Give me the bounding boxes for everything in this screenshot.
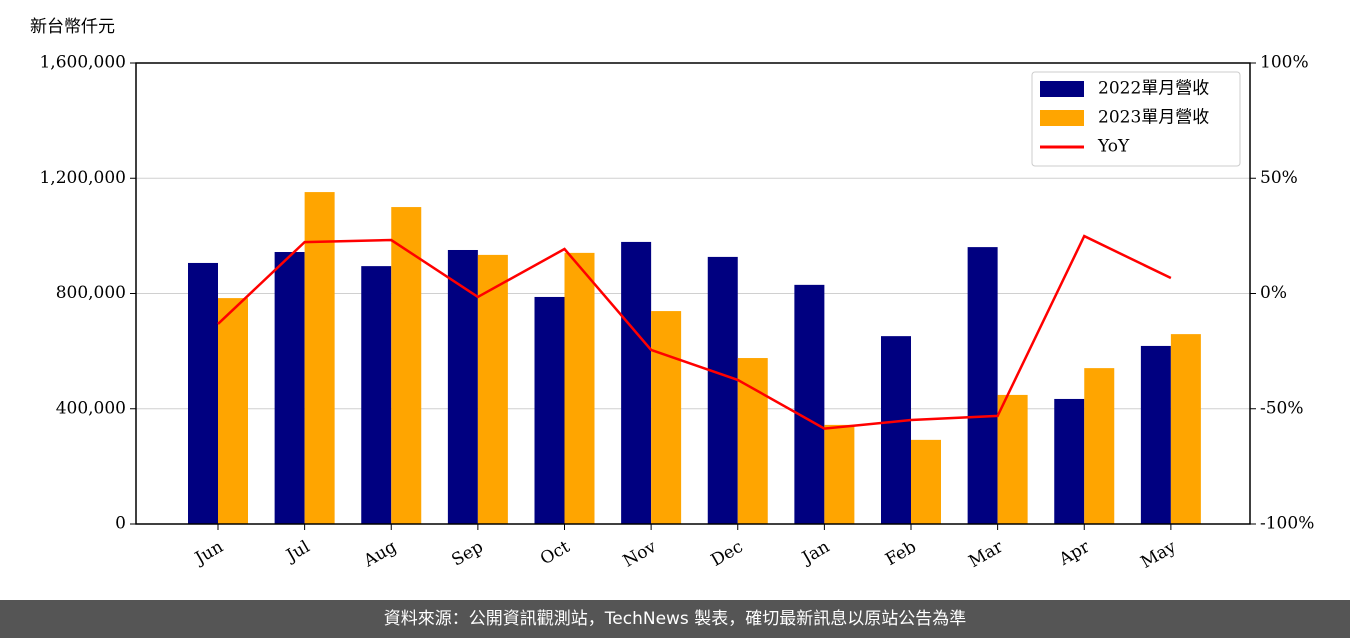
y2-tick-label: -50%: [1260, 398, 1304, 418]
yoy-line: [217, 234, 1172, 430]
footer: 資料來源：公開資訊觀測站，TechNews 製表，確切最新訊息以原站公告為準: [0, 600, 1350, 638]
legend-label: 2023單月營收: [1098, 108, 1209, 128]
y-tick-label: 1,600,000: [39, 53, 126, 73]
x-tick-label: Oct: [537, 537, 573, 570]
legend-swatch: [1040, 110, 1084, 126]
bar: [188, 262, 218, 524]
bar: [391, 207, 422, 524]
y-tick-label: 400,000: [56, 398, 126, 418]
x-tick-label: Apr: [1055, 536, 1094, 570]
bar: [911, 439, 942, 524]
x-tick-label: Jul: [282, 537, 314, 567]
bar: [477, 254, 508, 525]
x-tick-label: Feb: [882, 537, 920, 570]
x-tick-label: Jan: [797, 537, 833, 569]
y-tick-label: 800,000: [56, 283, 126, 303]
bar: [737, 358, 768, 524]
x-tick-label: Dec: [708, 537, 747, 571]
x-tick-label: Sep: [448, 537, 486, 571]
y-tick-label: 0: [115, 514, 126, 534]
y2-tick-label: 50%: [1260, 168, 1298, 188]
bar: [967, 247, 998, 524]
legend-swatch: [1040, 81, 1084, 97]
bar: [361, 266, 392, 524]
legend: 2022單月營收 2023單月營收 YoY: [1031, 71, 1241, 167]
bar: [707, 256, 738, 524]
y2-tick-label: 100%: [1260, 53, 1309, 73]
bar: [651, 311, 682, 524]
plot-frame: [135, 62, 1251, 525]
x-tick-label: Jun: [190, 537, 227, 570]
bar: [534, 296, 565, 524]
x-tick-label: Mar: [965, 536, 1007, 572]
bar: [1054, 398, 1085, 524]
bar: [997, 394, 1028, 524]
chart: 新台幣仟元 0 400,000 800,000 1,200,000 1,600,000 -…: [30, 17, 1314, 573]
bar: [1170, 334, 1201, 524]
y2-tick-label: -100%: [1260, 514, 1314, 534]
bar: [621, 241, 652, 524]
y-axis-label: 新台幣仟元: [30, 17, 115, 37]
bar: [881, 336, 912, 524]
bar: [274, 252, 305, 524]
legend-label: YoY: [1097, 137, 1130, 157]
bar: [1084, 368, 1115, 524]
bar: [218, 298, 248, 524]
y2-tick-label: 0%: [1260, 283, 1287, 303]
bar: [564, 252, 595, 524]
bar: [824, 424, 855, 524]
x-tick-label: Nov: [620, 537, 660, 572]
bar: [794, 284, 825, 524]
legend-label: 2022單月營收: [1098, 79, 1209, 99]
y-tick-label: 1,200,000: [39, 168, 126, 188]
bar: [447, 249, 478, 525]
bar: [304, 192, 335, 524]
bar: [1140, 345, 1171, 524]
x-tick-label: May: [1137, 537, 1180, 573]
x-tick-label: Aug: [360, 537, 401, 572]
